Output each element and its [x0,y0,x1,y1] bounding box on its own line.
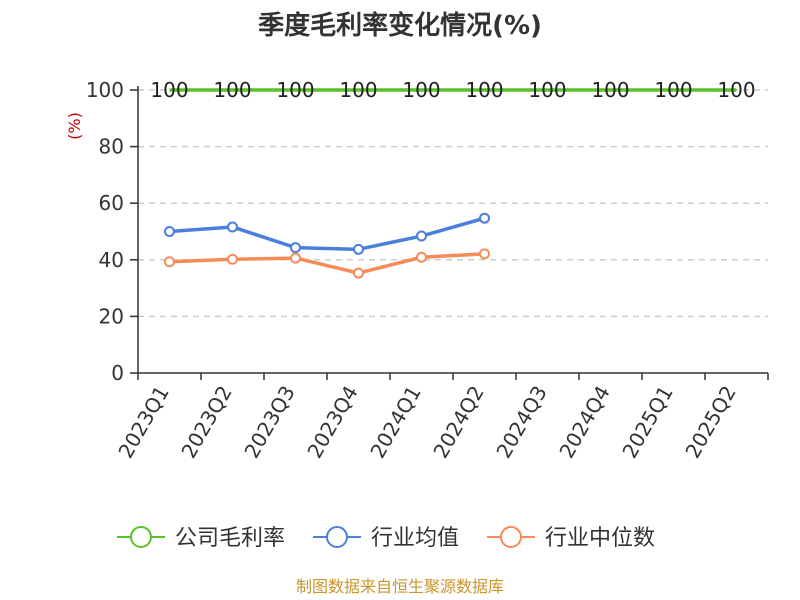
data-point [416,230,427,242]
data-point [227,253,238,265]
x-tick-label: 2024Q1 [365,382,425,463]
data-label: 100 [150,78,188,102]
x-tick-label: 2023Q1 [113,382,173,463]
y-tick-label: 0 [111,361,124,385]
legend-label: 公司毛利率 [175,526,285,551]
legend-item[interactable]: 行业中位数 [487,526,655,551]
data-label: 100 [654,78,692,102]
data-point [290,242,301,254]
legend: 公司毛利率 行业均值 行业中位数 [117,526,655,551]
legend-label: 行业均值 [371,526,459,551]
y-axis-unit-label: (%) [65,112,84,140]
x-tick-label: 2023Q3 [239,382,299,463]
series-line [169,252,485,275]
legend-item[interactable]: 公司毛利率 [117,526,285,551]
legend-marker-icon [326,526,348,548]
x-tick-label: 2024Q2 [428,382,488,463]
y-tick-label: 60 [99,191,124,215]
series-layer [164,88,737,279]
legend-label: 行业中位数 [545,526,655,551]
data-label: 100 [402,78,440,102]
data-label: 100 [528,78,566,102]
data-point [164,256,175,268]
y-tick-label: 20 [99,304,124,328]
legend-marker-icon [500,526,522,548]
y-tick-label: 80 [99,135,124,159]
data-point [164,226,175,237]
x-tick-label: 2025Q2 [680,382,740,463]
data-labels: 100 100 100 100 100 100 100 100 100 100 [150,78,755,102]
data-point [479,248,490,260]
legend-item[interactable]: 行业均值 [313,526,459,551]
x-tick-label: 2023Q4 [302,382,362,463]
data-label: 100 [339,78,377,102]
x-tick-label: 2025Q1 [617,382,677,463]
grid-lines [138,89,768,318]
data-point [290,252,301,264]
data-label: 100 [465,78,503,102]
series-line [169,216,485,252]
data-point [416,251,427,263]
chart-title: 季度毛利率变化情况(%) [258,10,542,41]
source-note: 制图数据来自恒生聚源数据库 [296,577,504,596]
data-point [227,221,238,233]
y-tick-label: 100 [86,78,124,102]
data-label: 100 [717,78,755,102]
x-tick-label: 2023Q2 [176,382,236,463]
data-point [353,243,364,255]
legend-marker-icon [130,526,152,548]
x-tick-label: 2024Q4 [554,382,614,463]
data-point [353,267,364,279]
x-tick-label: 2024Q3 [491,382,551,463]
data-label: 100 [591,78,629,102]
data-label: 100 [276,78,314,102]
y-tick-label: 40 [99,248,124,272]
data-label: 100 [213,78,251,102]
data-point [479,212,490,224]
